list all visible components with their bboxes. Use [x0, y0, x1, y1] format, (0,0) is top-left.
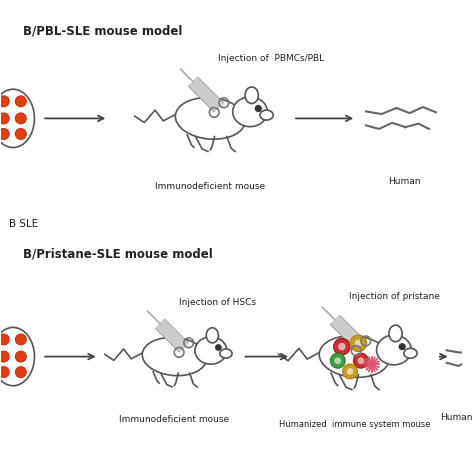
- Circle shape: [343, 364, 357, 379]
- Ellipse shape: [245, 87, 258, 103]
- Circle shape: [15, 367, 26, 378]
- Circle shape: [334, 338, 350, 355]
- Text: B/PBL-SLE mouse model: B/PBL-SLE mouse model: [23, 24, 182, 37]
- Ellipse shape: [389, 325, 402, 342]
- Circle shape: [0, 334, 9, 345]
- Ellipse shape: [175, 98, 246, 139]
- Circle shape: [0, 113, 9, 124]
- Ellipse shape: [319, 336, 389, 377]
- Circle shape: [399, 344, 405, 349]
- Text: Immunodeficient mouse: Immunodeficient mouse: [119, 415, 229, 424]
- Circle shape: [354, 353, 368, 368]
- Circle shape: [330, 353, 345, 368]
- Circle shape: [0, 351, 9, 362]
- Ellipse shape: [233, 97, 267, 127]
- Text: Injection of pristane: Injection of pristane: [349, 292, 440, 301]
- Ellipse shape: [404, 348, 417, 358]
- Circle shape: [357, 357, 365, 365]
- Circle shape: [15, 351, 26, 362]
- Circle shape: [338, 343, 346, 351]
- Circle shape: [0, 96, 9, 107]
- Circle shape: [15, 113, 26, 124]
- Circle shape: [255, 106, 261, 111]
- Circle shape: [15, 96, 26, 107]
- Text: B/Pristane-SLE mouse model: B/Pristane-SLE mouse model: [23, 248, 212, 261]
- Text: Injection of  PBMCs/PBL: Injection of PBMCs/PBL: [218, 54, 324, 63]
- Circle shape: [216, 345, 221, 350]
- Circle shape: [0, 128, 9, 139]
- Ellipse shape: [220, 349, 232, 358]
- Circle shape: [15, 334, 26, 345]
- Ellipse shape: [260, 110, 273, 120]
- Text: Injection of HSCs: Injection of HSCs: [179, 298, 256, 307]
- Ellipse shape: [0, 89, 35, 147]
- Text: B SLE: B SLE: [9, 219, 38, 228]
- Ellipse shape: [376, 335, 411, 365]
- Circle shape: [346, 368, 354, 375]
- Ellipse shape: [142, 337, 207, 376]
- Text: Humanized  immune system mouse: Humanized immune system mouse: [279, 420, 430, 429]
- Ellipse shape: [206, 328, 219, 343]
- Circle shape: [334, 357, 341, 365]
- Circle shape: [15, 128, 26, 139]
- Text: Human: Human: [440, 413, 473, 422]
- Circle shape: [350, 335, 367, 352]
- Text: Human: Human: [389, 177, 421, 186]
- Text: Immunodeficient mouse: Immunodeficient mouse: [155, 182, 265, 191]
- Ellipse shape: [0, 328, 35, 386]
- Circle shape: [0, 367, 9, 378]
- Circle shape: [354, 339, 363, 347]
- Ellipse shape: [195, 337, 227, 364]
